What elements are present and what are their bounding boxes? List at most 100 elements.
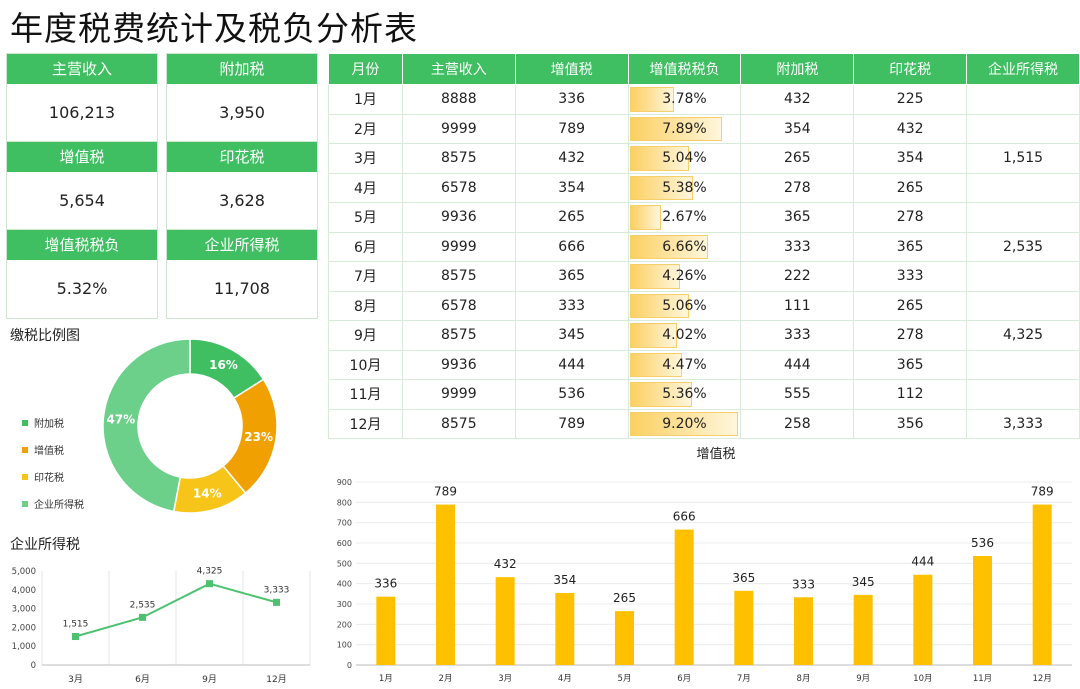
table-cell: 8575 [401,143,516,174]
data-bar [629,293,689,318]
x-tick-label: 3月 [498,674,512,684]
table-cell: 8575 [401,320,516,351]
table-cell: 222 [740,261,855,292]
data-bar [629,175,693,200]
kpi-value: 11,708 [214,279,270,298]
vat-burden-cell: 9.20% [627,408,742,439]
vat-burden-cell: 4.47% [627,349,742,380]
data-point [273,598,280,606]
legend-text: 印花税 [34,473,64,484]
kpi-value: 106,213 [48,103,116,122]
bar-value-label: 365 [732,571,755,585]
table-cell: 11月 [328,379,403,410]
line-chart-label: 企业所得税 [10,537,80,553]
kpi-value: 5.32% [56,279,108,298]
table-cell [966,290,1080,321]
table-cell: 278 [740,172,855,203]
table-cell: 432 [853,113,968,144]
x-tick-label: 9月 [856,674,870,684]
column-header: 印花税 [853,53,968,85]
table-row: 2月 9999 789 7.89% 354 432 [328,113,1080,144]
bar-value-label: 536 [971,536,994,550]
column-header: 主营收入 [401,53,516,85]
column-header: 增值税 [514,53,629,85]
cell-value: 4.47% [662,356,707,373]
cell-value: 2.67% [662,209,707,226]
data-bar [629,264,680,289]
table-cell: 258 [740,408,855,439]
data-point [72,633,79,641]
table-cell: 265 [853,290,968,321]
x-tick-label: 8月 [797,674,811,684]
slice-label: 23% [244,430,273,444]
kpi-card-vat: 增值税 5,654 [6,141,158,231]
kpi-value: 5,654 [59,191,105,210]
legend-text: 附加税 [34,419,64,430]
bar-value-label: 789 [434,485,457,499]
vat-burden-cell: 5.38% [627,172,742,203]
table-cell [966,349,1080,380]
slice-label: 47% [106,412,135,426]
table-cell: 278 [853,320,968,351]
donut-chart: 16% 23% 14% 47% [102,338,278,514]
column-header: 增值税税负 [627,53,742,85]
table-cell: 9月 [328,320,403,351]
data-bar [629,87,674,112]
table-cell: 265 [853,172,968,203]
vat-burden-cell: 5.04% [627,143,742,174]
table-cell: 365 [740,202,855,233]
y-tick-label: 3,000 [12,605,36,615]
table-cell: 432 [514,143,629,174]
x-tick-label: 5月 [618,674,632,684]
table-cell: 10月 [328,349,403,380]
table-cell: 1,515 [966,143,1080,174]
vat-bar-chart: 增值税 0 100 200 300 400 500 600 700 800 900 336 1月 789 2… [337,446,1072,684]
vat-burden-cell: 2.67% [627,202,742,233]
table-cell [966,379,1080,410]
legend-text: 增值税 [34,446,64,457]
cell-value: 3.78% [662,91,707,108]
y-tick-label: 400 [337,580,352,589]
table-cell: 333 [853,261,968,292]
table-cell: 9936 [401,349,516,380]
table-cell [966,113,1080,144]
bar-value-label: 444 [911,555,934,569]
data-bar [629,116,723,141]
bar-value-label: 432 [494,557,517,571]
bar-value-label: 265 [613,591,636,605]
table-cell: 225 [853,84,968,115]
legend-swatch [22,419,28,426]
table-cell: 8888 [401,84,516,115]
x-tick-label: 12月 [1033,674,1052,684]
bar-value-label: 789 [1031,485,1054,499]
table-row: 5月 9936 265 2.67% 365 278 [328,202,1080,233]
y-tick-label: 600 [337,539,352,548]
table-cell: 356 [853,408,968,439]
table-cell: 444 [740,349,855,380]
legend-text: 企业所得税 [34,500,84,511]
bar [853,594,873,665]
kpi-card-revenue: 主营收入 106,213 [6,53,158,143]
donut-chart-label: 缴税比例图 [10,328,80,344]
table-row: 4月 6578 354 5.38% 278 265 [328,172,1080,203]
vat-burden-cell: 6.66% [627,231,742,262]
chart-title: 增值税 [696,446,735,462]
kpi-value: 3,628 [219,191,265,210]
kpi-value: 3,950 [219,103,265,122]
y-tick-label: 200 [337,620,352,629]
corporate-tax-line-chart: 0 1,000 2,000 3,000 4,000 5,000 1,515 3月 2,535 6月… [12,567,311,685]
table-row: 8月 6578 333 5.06% 111 265 [328,290,1080,321]
cell-value: 5.04% [662,150,707,167]
table-cell: 3,333 [966,408,1080,439]
kpi-card-stamp-tax: 印花税 3,628 [166,141,318,231]
column-header: 月份 [328,53,403,85]
table-cell [966,202,1080,233]
table-row: 3月 8575 432 5.04% 265 354 1,515 [328,143,1080,174]
table-cell: 666 [514,231,629,262]
table-cell: 12月 [328,408,403,439]
table-row: 7月 8575 365 4.26% 222 333 [328,261,1080,292]
x-tick-label: 6月 [677,674,691,684]
table-cell: 265 [514,202,629,233]
x-tick-label: 6月 [135,674,150,685]
table-cell: 432 [740,84,855,115]
